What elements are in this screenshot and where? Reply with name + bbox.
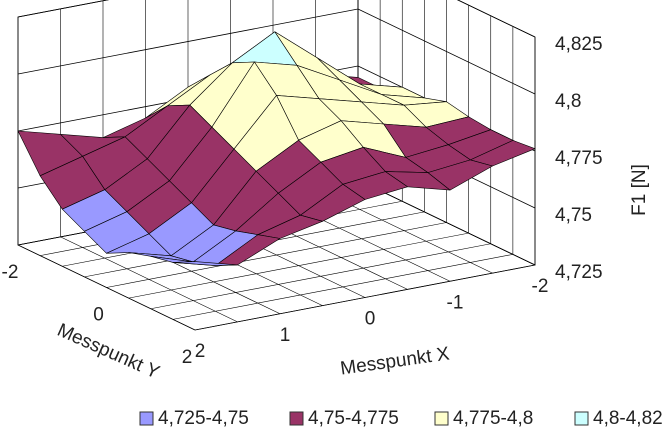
z-axis-title: F1 [N] <box>629 164 650 216</box>
y-axis-title: Messpunkt Y <box>54 320 163 384</box>
floor-grid-line <box>128 232 469 299</box>
floor-edge <box>17 244 196 331</box>
legend-label: 4,775-4,8 <box>453 408 533 429</box>
floor-grid-line <box>150 243 491 310</box>
z-tick-label: 4,75 <box>555 205 592 226</box>
legend-swatch <box>139 411 154 426</box>
legend-label: 4,8-4,825 <box>593 408 663 429</box>
legend-swatch <box>434 411 449 426</box>
floor-edge <box>194 264 536 331</box>
x-tick-label: -2 <box>532 276 549 297</box>
x-tick-label: -1 <box>447 292 464 313</box>
legend-label: 4,725-4,75 <box>158 408 249 429</box>
floor-grid-line <box>172 254 513 320</box>
z-tick-label: 4,775 <box>555 148 603 169</box>
z-tick-label: 4,8 <box>555 91 581 112</box>
x-tick-label: 2 <box>195 341 206 362</box>
z-tick-label: 4,725 <box>555 262 603 283</box>
y-tick-label: 0 <box>93 305 104 326</box>
y-tick-label: -2 <box>2 262 19 283</box>
legend-swatch <box>289 411 304 426</box>
x-axis-title: Messpunkt X <box>339 343 451 379</box>
z-tick-label: 4,825 <box>555 34 603 55</box>
legend-label: 4,75-4,775 <box>308 408 399 429</box>
grid-line <box>457 0 536 38</box>
x-tick-label: 0 <box>365 309 376 330</box>
floor-grid-line <box>106 222 447 288</box>
x-tick-label: 1 <box>280 325 291 346</box>
grid-line <box>17 0 110 18</box>
legend-swatch <box>574 411 589 426</box>
y-tick-label: 2 <box>182 347 193 368</box>
surface-patch <box>172 261 238 266</box>
